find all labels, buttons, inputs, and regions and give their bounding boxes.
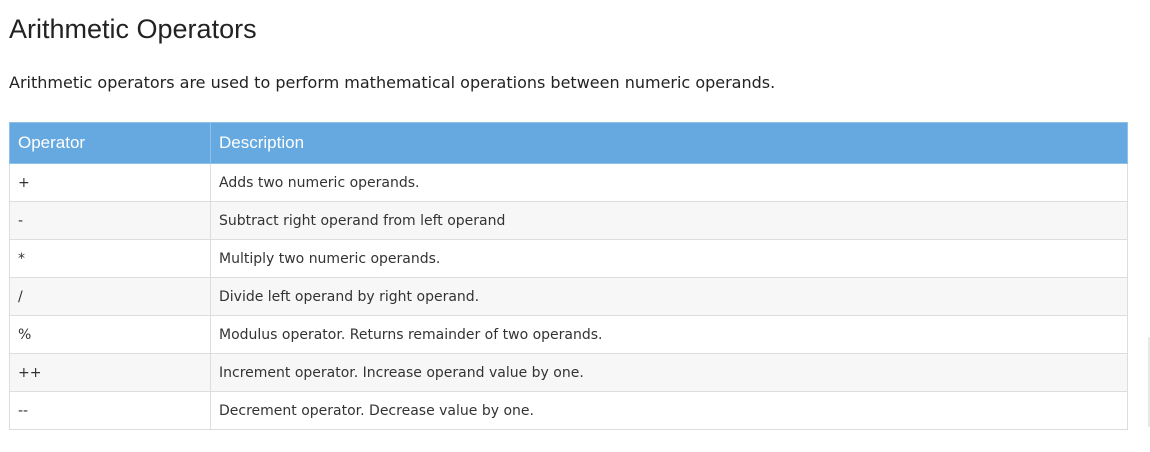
description-cell: Adds two numeric operands. — [210, 163, 1128, 202]
intro-paragraph: Arithmetic operators are used to perform… — [9, 73, 776, 92]
scrollbar-edge[interactable] — [1148, 337, 1150, 427]
table-row: -- Decrement operator. Decrease value by… — [9, 391, 1128, 430]
description-cell: Increment operator. Increase operand val… — [210, 353, 1128, 392]
operator-cell: ++ — [9, 353, 211, 392]
operator-cell: - — [9, 201, 211, 240]
table-row: / Divide left operand by right operand. — [9, 277, 1128, 316]
operator-cell: + — [9, 163, 211, 202]
table-header-row: Operator Description — [9, 122, 1128, 164]
description-cell: Modulus operator. Returns remainder of t… — [210, 315, 1128, 354]
table-row: - Subtract right operand from left opera… — [9, 201, 1128, 240]
operator-cell: % — [9, 315, 211, 354]
table-row: % Modulus operator. Returns remainder of… — [9, 315, 1128, 354]
description-cell: Subtract right operand from left operand — [210, 201, 1128, 240]
table-row: + Adds two numeric operands. — [9, 163, 1128, 202]
page-title: Arithmetic Operators — [9, 14, 257, 44]
description-cell: Decrement operator. Decrease value by on… — [210, 391, 1128, 430]
table-row: * Multiply two numeric operands. — [9, 239, 1128, 278]
column-header-description: Description — [210, 122, 1128, 164]
table-row: ++ Increment operator. Increase operand … — [9, 353, 1128, 392]
operator-cell: / — [9, 277, 211, 316]
operators-table: Operator Description + Adds two numeric … — [9, 122, 1128, 430]
operator-cell: -- — [9, 391, 211, 430]
description-cell: Multiply two numeric operands. — [210, 239, 1128, 278]
description-cell: Divide left operand by right operand. — [210, 277, 1128, 316]
column-header-operator: Operator — [9, 122, 211, 164]
operator-cell: * — [9, 239, 211, 278]
